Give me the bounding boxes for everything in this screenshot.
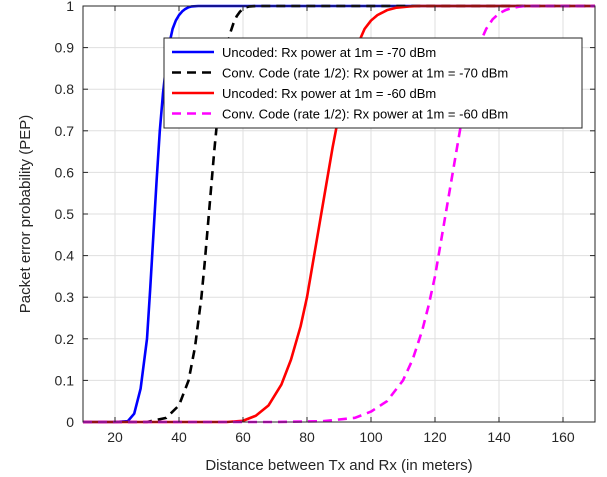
legend-label-1: Uncoded: Rx power at 1m = -70 dBm xyxy=(222,45,436,60)
legend-label-3: Uncoded: Rx power at 1m = -60 dBm xyxy=(222,86,436,101)
y-tick-label: 0 xyxy=(66,414,74,430)
legend: Uncoded: Rx power at 1m = -70 dBm Conv. C… xyxy=(163,37,583,129)
y-axis-label: Packet error probability (PEP) xyxy=(17,115,34,313)
y-tick-label: 0.4 xyxy=(55,248,75,264)
tick-labels: 20 40 60 80 100 120 140 160 0 0.1 0.2 0.3 0.4 0.5 0.6 0… xyxy=(55,0,575,445)
y-tick-label: 0.7 xyxy=(55,123,75,139)
x-tick-label: 40 xyxy=(171,429,187,445)
y-tick-label: 0.8 xyxy=(55,81,75,97)
series-line-4 xyxy=(83,4,595,424)
x-tick-label: 140 xyxy=(487,429,511,445)
x-tick-label: 100 xyxy=(359,429,383,445)
x-tick-label: 20 xyxy=(107,429,123,445)
y-tick-label: 0.2 xyxy=(55,331,75,347)
x-tick-label: 80 xyxy=(299,429,315,445)
legend-box xyxy=(163,37,583,129)
x-tick-label: 160 xyxy=(551,429,575,445)
y-tick-label: 0.6 xyxy=(55,164,75,180)
y-tick-label: 0.3 xyxy=(55,289,75,305)
x-axis-label: Distance between Tx and Rx (in meters) xyxy=(205,457,472,474)
legend-label-4: Conv. Code (rate 1/2): Rx power at 1m = … xyxy=(222,107,508,122)
y-tick-label: 0.1 xyxy=(55,372,75,388)
y-tick-label: 1 xyxy=(66,0,74,14)
plot-frame xyxy=(82,5,596,423)
x-tick-label: 120 xyxy=(423,429,447,445)
legend-label-2: Conv. Code (rate 1/2): Rx power at 1m = … xyxy=(222,66,508,81)
y-tick-label: 0.9 xyxy=(55,40,75,56)
y-tick-label: 0.5 xyxy=(55,206,75,222)
x-tick-label: 60 xyxy=(235,429,251,445)
